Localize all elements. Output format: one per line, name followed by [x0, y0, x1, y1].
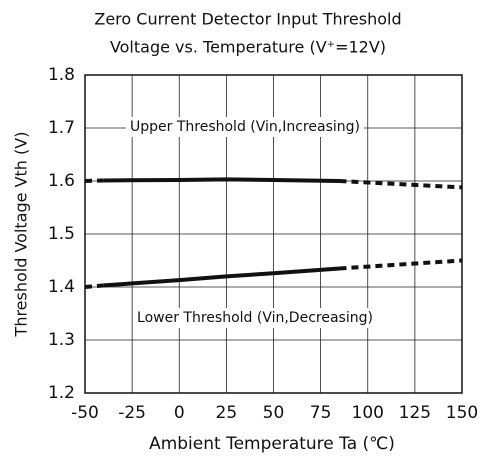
y-tick-label: 1.8 [48, 65, 75, 85]
y-tick-label: 1.4 [48, 277, 75, 297]
chart-title: Zero Current Detector Input Threshold [94, 10, 401, 29]
x-tick-label: 25 [216, 403, 238, 423]
x-tick-label: 0 [174, 403, 185, 423]
line [339, 258, 463, 271]
x-axis-label: Ambient Temperature Ta (℃) [149, 434, 395, 454]
y-tick-label: 1.5 [48, 224, 75, 244]
annotation-background [126, 117, 364, 137]
line [103, 177, 340, 183]
x-tick-label: -50 [71, 403, 99, 423]
x-tick-label: 125 [399, 403, 431, 423]
y-tick-label: 1.7 [48, 118, 75, 138]
line [339, 179, 463, 190]
annotation-background [133, 308, 377, 328]
y-axis-label: Threshold Voltage Vth (V) [12, 132, 31, 338]
plot-frame [84, 74, 463, 394]
y-tick-label: 1.2 [48, 383, 75, 403]
x-tick-label: -25 [118, 403, 146, 423]
annotation: Lower Threshold (Vin,Decreasing) [137, 310, 373, 326]
y-tick-label: 1.6 [48, 171, 75, 191]
x-tick-label: 100 [352, 403, 384, 423]
line [103, 266, 340, 288]
x-tick-label: 150 [446, 403, 478, 423]
line [84, 283, 105, 289]
line [84, 178, 104, 183]
chart-title: Voltage vs. Temperature (V⁺=12V) [110, 38, 386, 57]
x-tick-label: 75 [310, 403, 332, 423]
x-tick-label: 50 [263, 403, 285, 423]
annotation: Upper Threshold (Vin,Increasing) [130, 119, 360, 135]
y-tick-label: 1.3 [48, 330, 75, 350]
